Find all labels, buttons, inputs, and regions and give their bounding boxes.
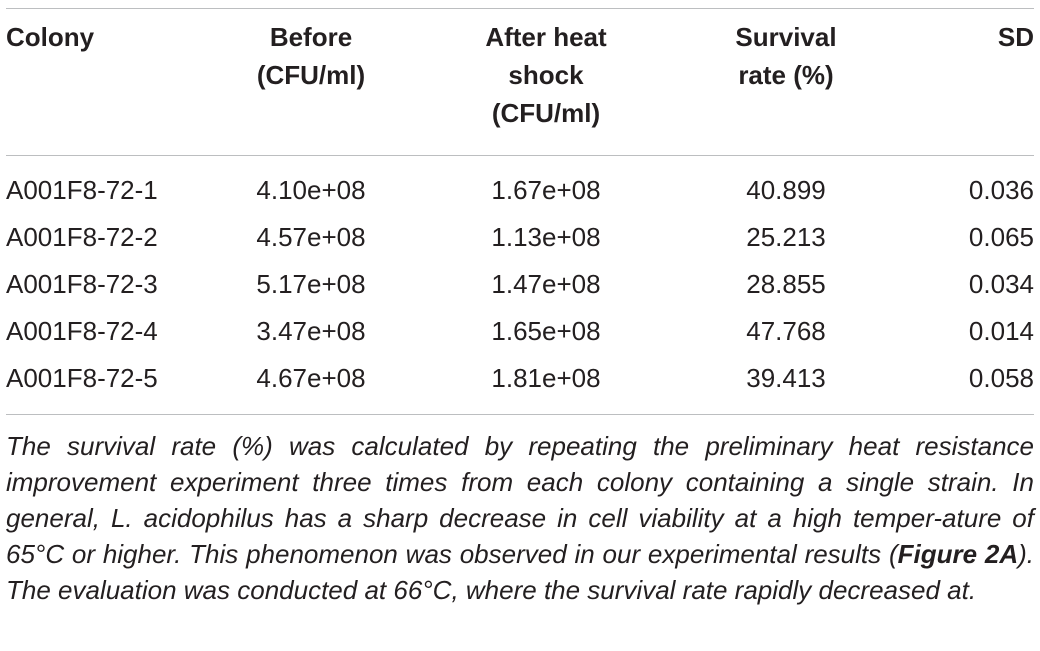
- header-survival-rate: Survival rate (%): [735, 22, 837, 90]
- cell-colony: A001F8-72-3: [6, 269, 158, 299]
- cell-sd: 0.058: [968, 363, 1034, 393]
- cell-before: 4.57e+08: [256, 222, 366, 252]
- top-rule: [6, 8, 1034, 9]
- header-after-heat-shock: After heat shock (CFU/ml): [485, 22, 607, 128]
- cell-colony: A001F8-72-4: [6, 316, 158, 346]
- table-body: A001F8-72-1 4.10e+08 1.67e+08 40.899 0.0…: [6, 155, 1034, 402]
- cell-colony: A001F8-72-1: [6, 175, 158, 205]
- footnote-text-end: ). The evaluation was conducted at 66°C,…: [6, 539, 1034, 605]
- header-rule: [6, 155, 1034, 156]
- cell-after: 1.65e+08: [491, 316, 601, 346]
- cell-before: 3.47e+08: [256, 316, 366, 346]
- cell-after: 1.81e+08: [491, 363, 601, 393]
- figure-reference-link[interactable]: Figure 2A: [897, 539, 1019, 569]
- table-footnote: The survival rate (%) was calculated by …: [6, 428, 1034, 608]
- cell-survival: 47.768: [746, 316, 826, 346]
- footnote-text: The survival rate (%) was calculated by …: [6, 431, 1034, 569]
- cell-after: 1.67e+08: [491, 175, 601, 205]
- header-before: Before (CFU/ml): [256, 22, 366, 90]
- table-row: A001F8-72-4 3.47e+08 1.65e+08 47.768 0.0…: [6, 308, 1034, 355]
- cell-sd: 0.065: [968, 222, 1034, 252]
- cell-colony: A001F8-72-5: [6, 363, 158, 393]
- cell-before: 4.10e+08: [256, 175, 366, 205]
- cell-survival: 25.213: [746, 222, 826, 252]
- cell-before: 5.17e+08: [256, 269, 366, 299]
- cell-survival: 40.899: [746, 175, 826, 205]
- cell-after: 1.47e+08: [491, 269, 601, 299]
- cell-after: 1.13e+08: [491, 222, 601, 252]
- header-colony: Colony: [6, 22, 95, 52]
- cell-sd: 0.014: [968, 316, 1034, 346]
- bottom-rule: [6, 414, 1034, 415]
- header-sd: SD: [997, 22, 1034, 52]
- table-row: A001F8-72-2 4.57e+08 1.13e+08 25.213 0.0…: [6, 214, 1034, 261]
- cell-survival: 39.413: [746, 363, 826, 393]
- table-header: Colony Before (CFU/ml) After heat shock …: [6, 18, 1034, 155]
- cell-sd: 0.034: [968, 269, 1034, 299]
- table-row: A001F8-72-3 5.17e+08 1.47e+08 28.855 0.0…: [6, 261, 1034, 308]
- cell-sd: 0.036: [968, 175, 1034, 205]
- cell-before: 4.67e+08: [256, 363, 366, 393]
- table-row: A001F8-72-5 4.67e+08 1.81e+08 39.413 0.0…: [6, 355, 1034, 402]
- table-row: A001F8-72-1 4.10e+08 1.67e+08 40.899 0.0…: [6, 167, 1034, 214]
- data-table: Colony Before (CFU/ml) After heat shock …: [6, 18, 1034, 402]
- cell-colony: A001F8-72-2: [6, 222, 158, 252]
- cell-survival: 28.855: [746, 269, 826, 299]
